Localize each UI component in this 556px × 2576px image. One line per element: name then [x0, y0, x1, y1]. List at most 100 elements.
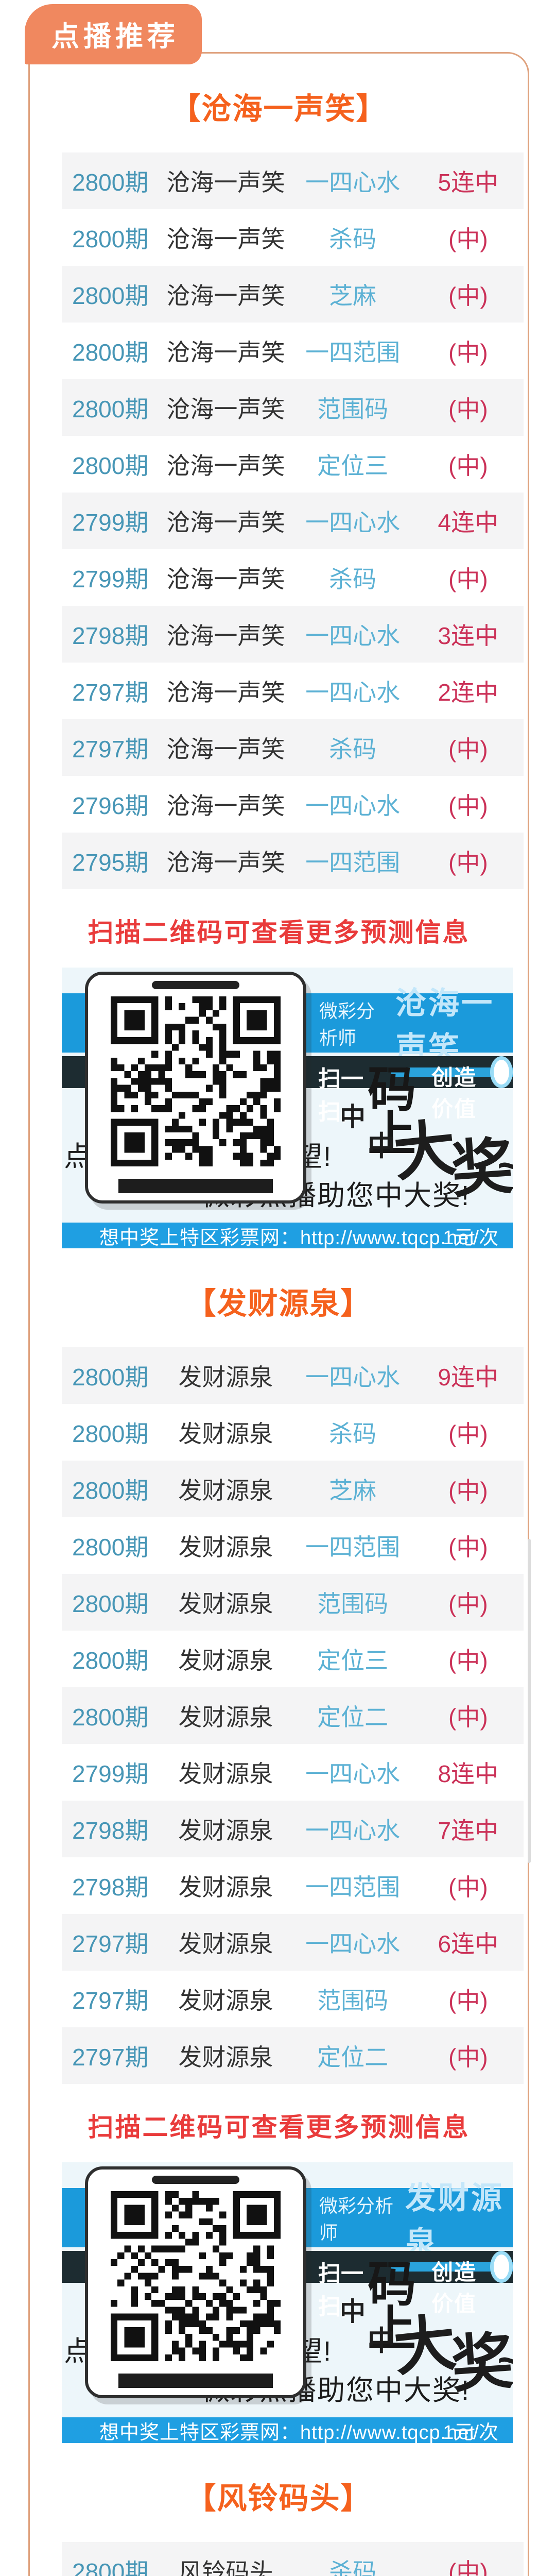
prediction-row: 2797期 沧海一声笑 杀码 (中) [62, 719, 524, 776]
prediction-table: 2800期风铃码头杀码(中)2800期风铃码头一四范围(中)2800期风铃码头定… [62, 2542, 524, 2576]
cell-c1: 2797期 [72, 736, 149, 762]
prediction-row: 2797期 沧海一声笑 一四心水 2连中 [62, 663, 524, 719]
table-scrollbar[interactable] [528, 1538, 531, 1863]
cell-c4: (中) [448, 1590, 488, 1617]
cell-c4: (中) [448, 736, 488, 762]
cell-c3: 范围码 [317, 396, 389, 422]
cell-c4: (中) [448, 792, 488, 819]
cell-c1: 2800期 [72, 452, 149, 479]
prediction-row: 2795期 沧海一声笑 一四范围 (中) [62, 833, 524, 889]
cell-c1: 2798期 [72, 622, 149, 649]
cell-c4: 4连中 [438, 509, 499, 536]
cell-c3: 芝麻 [329, 1477, 377, 1504]
scan-suffix-text: 创造价值 [431, 2260, 477, 2316]
cell-c3: 一四范围 [305, 1874, 401, 1901]
banner-bottom-bar: 想中奖上特区彩票网：http://www.tqcp.net 1元/次 [62, 2417, 513, 2443]
scan-suffix-text: 创造价值 [431, 1065, 477, 1121]
cell-c3: 范围码 [317, 1987, 389, 2014]
prediction-row: 2800期 沧海一声笑 一四范围 (中) [62, 323, 524, 379]
cell-c2: 风铃码头 [178, 2558, 273, 2576]
cell-c2: 发财源泉 [178, 2044, 273, 2071]
scan-hint-text: 扫描二维码可查看更多预测信息 [88, 918, 470, 947]
cell-c1: 2799期 [72, 566, 149, 592]
cell-c3: 一四心水 [305, 169, 401, 196]
scan-big-text: 码上 [368, 1062, 418, 1161]
cell-c3: 一四范围 [305, 849, 401, 876]
scan-dot-icon [490, 1056, 513, 1088]
section-title: 【发财源泉】 [186, 1287, 372, 1320]
price-text: 1元/次 [443, 2421, 498, 2444]
scan-dot-icon [490, 2251, 513, 2283]
cell-c2: 发财源泉 [178, 1420, 273, 1447]
prediction-row: 2799期 沧海一声笑 一四心水 4连中 [62, 493, 524, 549]
prediction-row: 2800期 沧海一声笑 定位三 (中) [62, 436, 524, 493]
prediction-row: 2800期 发财源泉 杀码 (中) [62, 1404, 524, 1461]
cell-c1: 2800期 [72, 339, 149, 366]
cell-c4: 8连中 [438, 1760, 499, 1787]
scan-prefix-text: 扫一扫, [318, 1066, 363, 1125]
cell-c2: 沧海一声笑 [166, 169, 285, 196]
cell-c1: 2800期 [72, 1364, 149, 1391]
analyst-name: 发财源泉 [405, 2180, 504, 2260]
prediction-row: 2798期 发财源泉 一四心水 7连中 [62, 1801, 524, 1857]
prediction-row: 2799期 发财源泉 一四心水 8连中 [62, 1744, 524, 1801]
cell-c3: 定位三 [317, 452, 389, 479]
cell-c1: 2800期 [72, 226, 149, 252]
scan-hint-text: 扫描二维码可查看更多预测信息 [88, 2113, 470, 2142]
cell-c2: 发财源泉 [178, 1760, 273, 1787]
cell-c4: (中) [448, 282, 488, 309]
prediction-row: 2797期 发财源泉 定位二 (中) [62, 2027, 524, 2084]
cell-c1: 2800期 [72, 396, 149, 422]
cell-c1: 2797期 [72, 1987, 149, 2014]
cell-c4: 3连中 [438, 622, 499, 649]
cell-c2: 发财源泉 [178, 1534, 273, 1561]
cell-c4: 5连中 [438, 169, 499, 196]
phone-chin [118, 2374, 273, 2388]
cell-c1: 2797期 [72, 2044, 149, 2071]
cell-c2: 发财源泉 [178, 1987, 273, 2014]
site-url-text: 想中奖上特区彩票网：http://www.tqcp.net [99, 2421, 476, 2444]
analyst-section: 【发财源泉】 2800期 发财源泉 一四心水 9连中 2800期 发财源泉 杀码 (中) 280… [30, 1248, 531, 2443]
cell-c2: 发财源泉 [178, 1874, 273, 1901]
prediction-row: 2800期 发财源泉 定位三 (中) [62, 1631, 524, 1687]
cell-c2: 沧海一声笑 [166, 282, 285, 309]
cell-c4: (中) [448, 452, 488, 479]
scan-big-text: 码上 [368, 2257, 418, 2355]
cell-c1: 2800期 [72, 1647, 149, 1674]
cell-c3: 芝麻 [329, 282, 377, 309]
cell-c2: 发财源泉 [178, 1704, 273, 1731]
cell-c2: 发财源泉 [178, 1817, 273, 1844]
prediction-row: 2800期 发财源泉 一四心水 9连中 [62, 1347, 524, 1404]
cell-c2: 沧海一声笑 [166, 679, 285, 706]
prediction-row: 2800期 发财源泉 芝麻 (中) [62, 1461, 524, 1517]
prediction-row: 2800期 发财源泉 定位二 (中) [62, 1687, 524, 1744]
prediction-row: 2800期 沧海一声笑 一四心水 5连中 [62, 152, 524, 209]
cell-c1: 2800期 [72, 1704, 149, 1731]
scan-slogan: 扫一扫, 码上 创造价值 [318, 2249, 513, 2355]
cell-c4: (中) [448, 1874, 488, 1901]
analyst-label: 微彩分析师 [319, 1000, 375, 1048]
cell-c3: 一四心水 [305, 1817, 401, 1844]
cell-c2: 发财源泉 [178, 1647, 273, 1674]
prediction-row: 2798期 沧海一声笑 一四心水 3连中 [62, 606, 524, 663]
prediction-row: 2797期 发财源泉 一四心水 6连中 [62, 1914, 524, 1971]
cell-c3: 一四心水 [305, 1364, 401, 1391]
cell-c3: 一四心水 [305, 1930, 401, 1957]
analyst-section: 【沧海一声笑】 2800期 沧海一声笑 一四心水 5连中 2800期 沧海一声笑 杀码 (中)… [30, 54, 528, 1248]
price-text: 1元/次 [443, 1227, 498, 1249]
cell-c4: 7连中 [438, 1817, 499, 1844]
cell-c4: (中) [448, 396, 488, 422]
cell-c3: 杀码 [329, 1420, 377, 1447]
cell-c4: 2连中 [438, 679, 499, 706]
cell-c2: 沧海一声笑 [166, 622, 285, 649]
cell-c4: (中) [448, 1987, 488, 2014]
prediction-row: 2800期 发财源泉 范围码 (中) [62, 1574, 524, 1631]
cell-c4: (中) [448, 1420, 488, 1447]
cell-c3: 定位二 [317, 2044, 389, 2071]
cell-c3: 一四心水 [305, 792, 401, 819]
cell-c1: 2800期 [72, 1420, 149, 1447]
cell-c4: (中) [448, 1704, 488, 1731]
cell-c1: 2797期 [72, 679, 149, 706]
cell-c2: 发财源泉 [178, 1364, 273, 1391]
analyst-section: 【风铃码头】 2800期风铃码头杀码(中)2800期风铃码头一四范围(中)280… [30, 2443, 528, 2576]
